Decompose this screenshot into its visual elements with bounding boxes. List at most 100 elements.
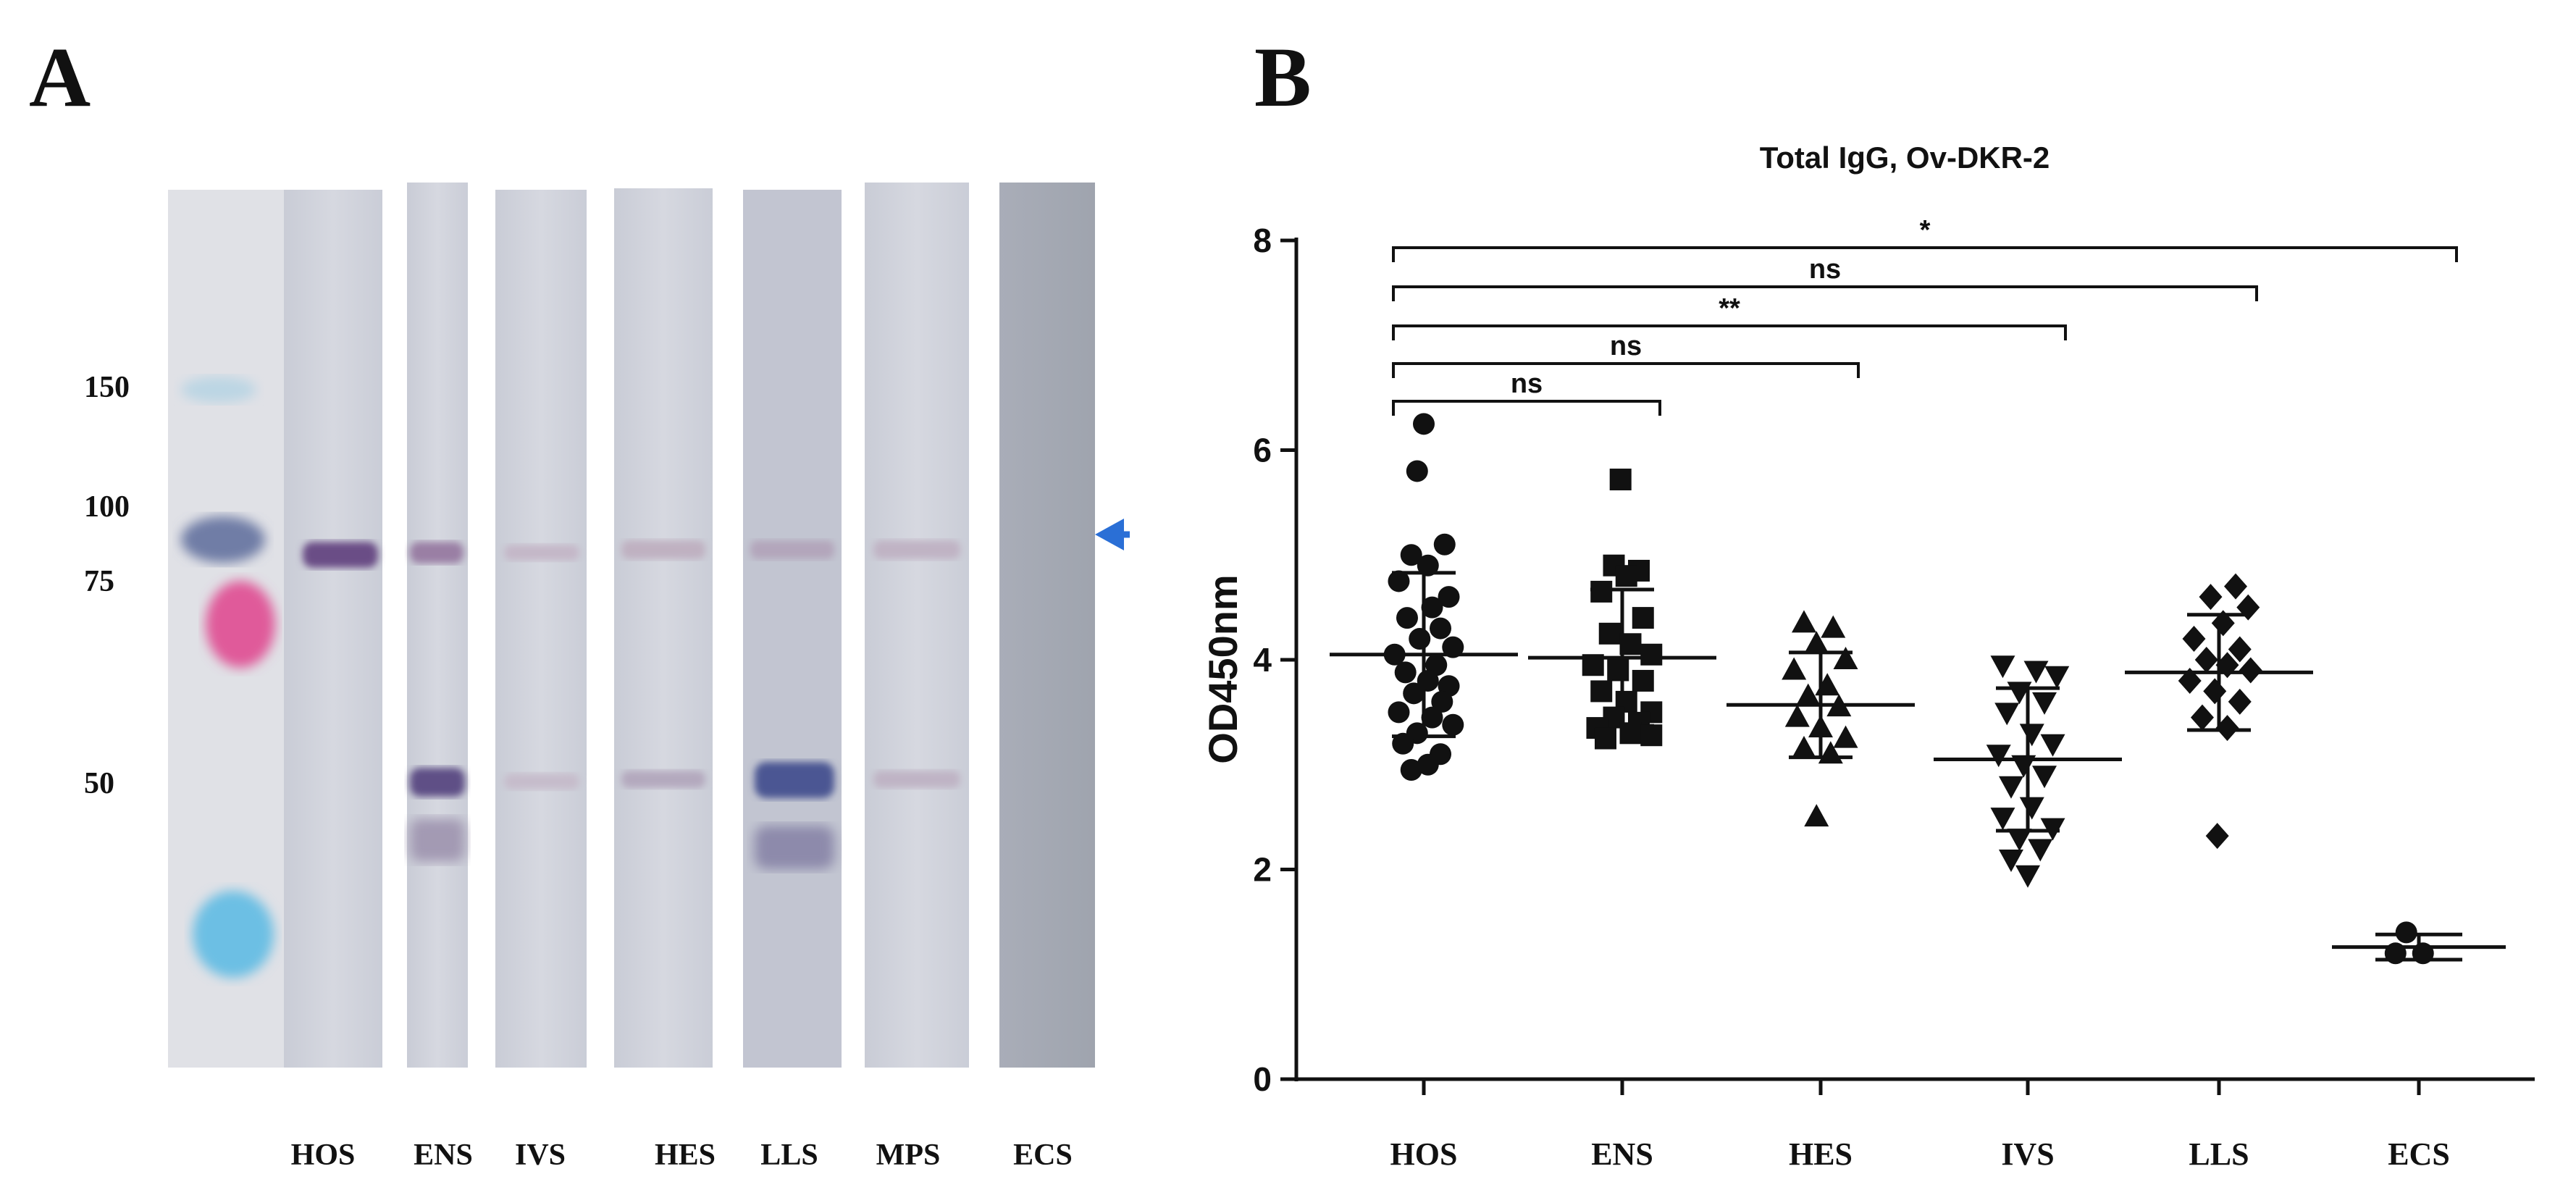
data-point [1430, 617, 1452, 640]
mean-sd-bars [1330, 571, 2506, 962]
significance-bracket [1392, 285, 2258, 301]
data-point [2205, 823, 2229, 850]
significance-label: * [1920, 215, 1931, 246]
data-point [2215, 715, 2239, 742]
chart-title: Total IgG, Ov-DKR-2 [1760, 141, 2050, 175]
data-point [2236, 594, 2260, 621]
data-point [1821, 615, 1846, 638]
significance-bracket [1392, 324, 2067, 340]
data-point [1421, 706, 1443, 729]
data-point [2032, 766, 2057, 789]
data-point [1383, 643, 1406, 666]
chart-axes: 0 2 4 6 8 [1253, 222, 2535, 1098]
data-point [1804, 804, 1829, 827]
data-point [1795, 683, 1821, 706]
data-point [2395, 921, 2417, 944]
data-point [2007, 682, 2032, 705]
data-point [2412, 942, 2434, 965]
data-point [1818, 741, 1843, 764]
data-point [1392, 732, 1414, 755]
data-point [2040, 818, 2065, 841]
data-point [1388, 570, 1410, 592]
lane-label-lls: LLS [760, 1139, 818, 1172]
x-tick-label: LLS [2189, 1136, 2249, 1172]
data-point [2228, 688, 2252, 715]
data-point [1619, 722, 1642, 745]
data-point [2228, 636, 2252, 663]
marker-label-150: 150 [84, 371, 130, 404]
data-point [2007, 829, 2032, 852]
significance-bracket [1392, 362, 1860, 378]
data-point [1615, 565, 1637, 587]
data-point [1632, 669, 1654, 692]
data-point [2015, 865, 2040, 888]
data-point [2203, 678, 2227, 705]
data-point [1590, 680, 1613, 703]
data-point [1815, 673, 1840, 696]
significance-label: ns [1610, 331, 1642, 361]
data-point [1986, 745, 2011, 768]
lane-label-ens: ENS [414, 1139, 473, 1172]
x-tick-label: IVS [2001, 1136, 2054, 1172]
data-point [1400, 544, 1422, 566]
significance-label: ns [1809, 254, 1841, 285]
data-point [1804, 631, 1829, 654]
data-point [1990, 808, 2015, 831]
y-tick-label: 2 [1253, 851, 1272, 889]
data-point [1808, 715, 1833, 738]
data-points [1383, 413, 2434, 965]
x-tick-labels: HOS ENS HES IVS LLS ECS [1390, 1136, 2450, 1172]
data-point [1438, 586, 1460, 608]
x-tick-label: ENS [1591, 1136, 1653, 1172]
data-point [2032, 692, 2057, 715]
data-point [1619, 633, 1642, 655]
western-blot-image [168, 183, 1130, 1068]
data-point [1998, 850, 2023, 873]
panel-b-label: B [1254, 30, 1312, 125]
data-point [1442, 636, 1464, 658]
data-point [2023, 661, 2049, 684]
marker-label-50: 50 [84, 767, 114, 800]
data-point [1394, 661, 1417, 684]
data-point [1782, 657, 1807, 680]
significance-brackets: ns ns ** ns * [1392, 215, 2458, 416]
x-tick-label: ECS [2388, 1136, 2450, 1172]
data-point [1632, 607, 1654, 629]
data-point [2199, 584, 2223, 611]
data-point [1417, 669, 1439, 692]
data-point [1833, 647, 1858, 669]
data-point [1582, 654, 1604, 676]
data-point [2215, 652, 2239, 679]
data-point [2224, 573, 2248, 600]
data-point [1640, 643, 1663, 666]
data-point [1433, 533, 1456, 556]
data-point [1388, 701, 1410, 724]
data-point [2384, 942, 2407, 965]
data-point [1421, 596, 1443, 619]
data-point [1417, 753, 1439, 776]
x-tick-label: HOS [1390, 1136, 1458, 1172]
data-point [1400, 758, 1422, 781]
significance-label: ns [1511, 369, 1543, 399]
y-axis-label: OD450nm [1200, 574, 1246, 763]
data-point [1791, 736, 1816, 759]
y-tick-label: 6 [1253, 432, 1272, 469]
marker-label-75: 75 [84, 565, 114, 598]
y-tick-label: 0 [1253, 1060, 1272, 1098]
data-point [1413, 413, 1435, 435]
data-point [1826, 694, 1852, 717]
data-point [2182, 626, 2206, 653]
data-point [1990, 655, 2015, 679]
data-point [1594, 727, 1616, 750]
data-point [2194, 647, 2218, 673]
data-point [2011, 755, 2036, 778]
data-point [1598, 622, 1621, 645]
data-point [1396, 607, 1418, 629]
data-point [1403, 682, 1425, 705]
data-point [1640, 724, 1663, 747]
y-tick-label: 4 [1253, 641, 1272, 679]
data-point [1994, 703, 2020, 726]
data-point [1417, 554, 1439, 577]
data-point [1607, 659, 1629, 682]
